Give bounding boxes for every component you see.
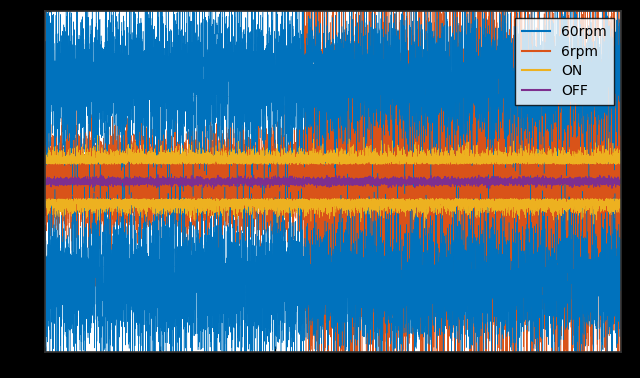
Legend: 60rpm, 6rpm, ON, OFF: 60rpm, 6rpm, ON, OFF (515, 18, 614, 105)
